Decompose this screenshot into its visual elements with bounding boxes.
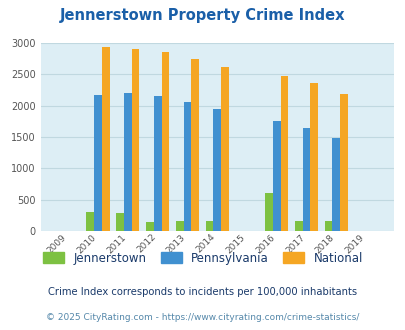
- Bar: [339, 94, 347, 231]
- Bar: [264, 193, 272, 231]
- Bar: [294, 221, 302, 231]
- Bar: [205, 221, 213, 231]
- Bar: [153, 96, 161, 231]
- Bar: [324, 221, 332, 231]
- Bar: [146, 222, 153, 231]
- Bar: [213, 109, 221, 231]
- Bar: [272, 121, 280, 231]
- Bar: [102, 47, 109, 231]
- Text: Crime Index corresponds to incidents per 100,000 inhabitants: Crime Index corresponds to incidents per…: [48, 287, 357, 297]
- Bar: [302, 128, 310, 231]
- Bar: [221, 67, 228, 231]
- Bar: [124, 93, 131, 231]
- Bar: [280, 76, 288, 231]
- Legend: Jennerstown, Pennsylvania, National: Jennerstown, Pennsylvania, National: [38, 247, 367, 269]
- Bar: [191, 59, 198, 231]
- Bar: [86, 212, 94, 231]
- Bar: [183, 102, 191, 231]
- Bar: [175, 221, 183, 231]
- Bar: [161, 52, 169, 231]
- Bar: [116, 213, 124, 231]
- Bar: [310, 83, 318, 231]
- Text: © 2025 CityRating.com - https://www.cityrating.com/crime-statistics/: © 2025 CityRating.com - https://www.city…: [46, 314, 359, 322]
- Bar: [94, 95, 102, 231]
- Bar: [131, 49, 139, 231]
- Bar: [332, 138, 339, 231]
- Text: Jennerstown Property Crime Index: Jennerstown Property Crime Index: [60, 8, 345, 23]
